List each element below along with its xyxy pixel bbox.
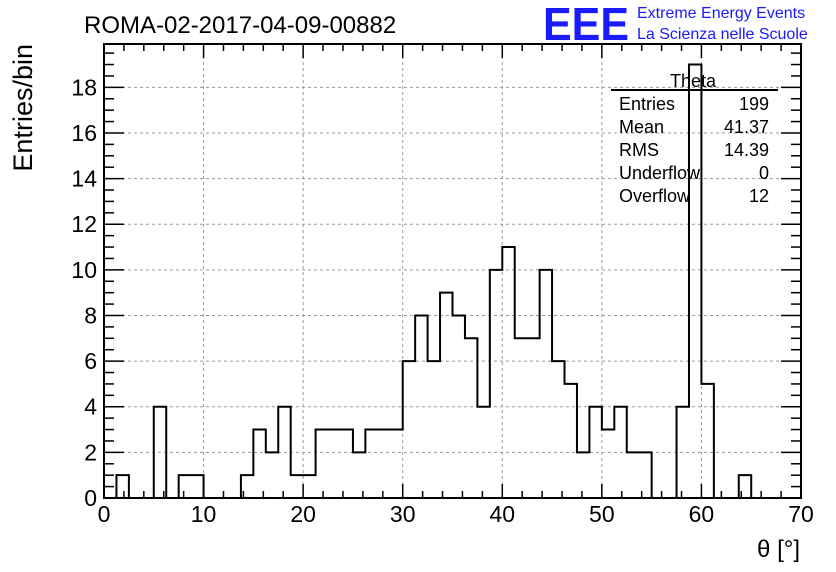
y-axis-label: Entries/bin (8, 44, 38, 172)
x-tick-label: 70 (788, 501, 814, 527)
stats-label: Entries (619, 94, 675, 114)
stats-label: Overflow (619, 186, 691, 206)
stats-value: 0 (759, 163, 769, 183)
x-tick-label: 0 (98, 501, 111, 527)
axis-ticks (103, 44, 802, 499)
y-tick-label: 2 (84, 439, 97, 465)
plot-frame (103, 43, 802, 499)
stats-box-title: Theta (670, 71, 717, 91)
x-tick-labels: 0 10 20 30 40 50 60 70 (98, 501, 814, 527)
y-tick-label: 10 (71, 257, 97, 283)
y-tick-label: 12 (71, 211, 97, 237)
eee-logo-line2: La Scienza nelle Scuole (637, 26, 808, 43)
stats-value: 12 (749, 186, 769, 206)
y-tick-label: 18 (71, 74, 97, 100)
y-tick-label: 16 (71, 120, 97, 146)
eee-logo: EEE Extreme Energy Events La Scienza nel… (543, 0, 808, 50)
grid-lines (104, 44, 801, 498)
stats-value: 41.37 (724, 117, 769, 137)
stats-value: 14.39 (724, 140, 769, 160)
eee-logo-mark: EEE (543, 0, 629, 50)
y-tick-label: 4 (84, 394, 97, 420)
stats-label: Underflow (619, 163, 701, 183)
stats-box-rows: Entries 199 Mean 41.37 RMS 14.39 Underflow 0 Ove… (619, 94, 769, 206)
x-tick-label: 10 (191, 501, 217, 527)
y-tick-label: 14 (71, 166, 97, 192)
eee-logo-line1: Extreme Energy Events (637, 5, 805, 22)
x-axis-label: θ [°] (757, 536, 800, 563)
x-tick-label: 30 (390, 501, 416, 527)
y-tick-labels: 0 2 4 6 8 10 12 14 16 18 (71, 74, 97, 511)
y-tick-label: 6 (84, 348, 97, 374)
stats-box: Theta Entries 199 Mean 41.37 RMS 14.39 Underfl… (611, 71, 778, 206)
y-tick-label: 0 (84, 485, 97, 511)
stats-label: RMS (619, 140, 659, 160)
x-tick-label: 40 (489, 501, 515, 527)
histogram-series-line (104, 63, 801, 499)
x-tick-label: 60 (689, 501, 715, 527)
x-tick-label: 20 (290, 501, 316, 527)
y-tick-label: 8 (84, 302, 97, 328)
stats-label: Mean (619, 117, 664, 137)
stats-value: 199 (739, 94, 769, 114)
x-tick-label: 50 (589, 501, 615, 527)
chart-title: ROMA-02-2017-04-09-00882 (84, 12, 396, 39)
